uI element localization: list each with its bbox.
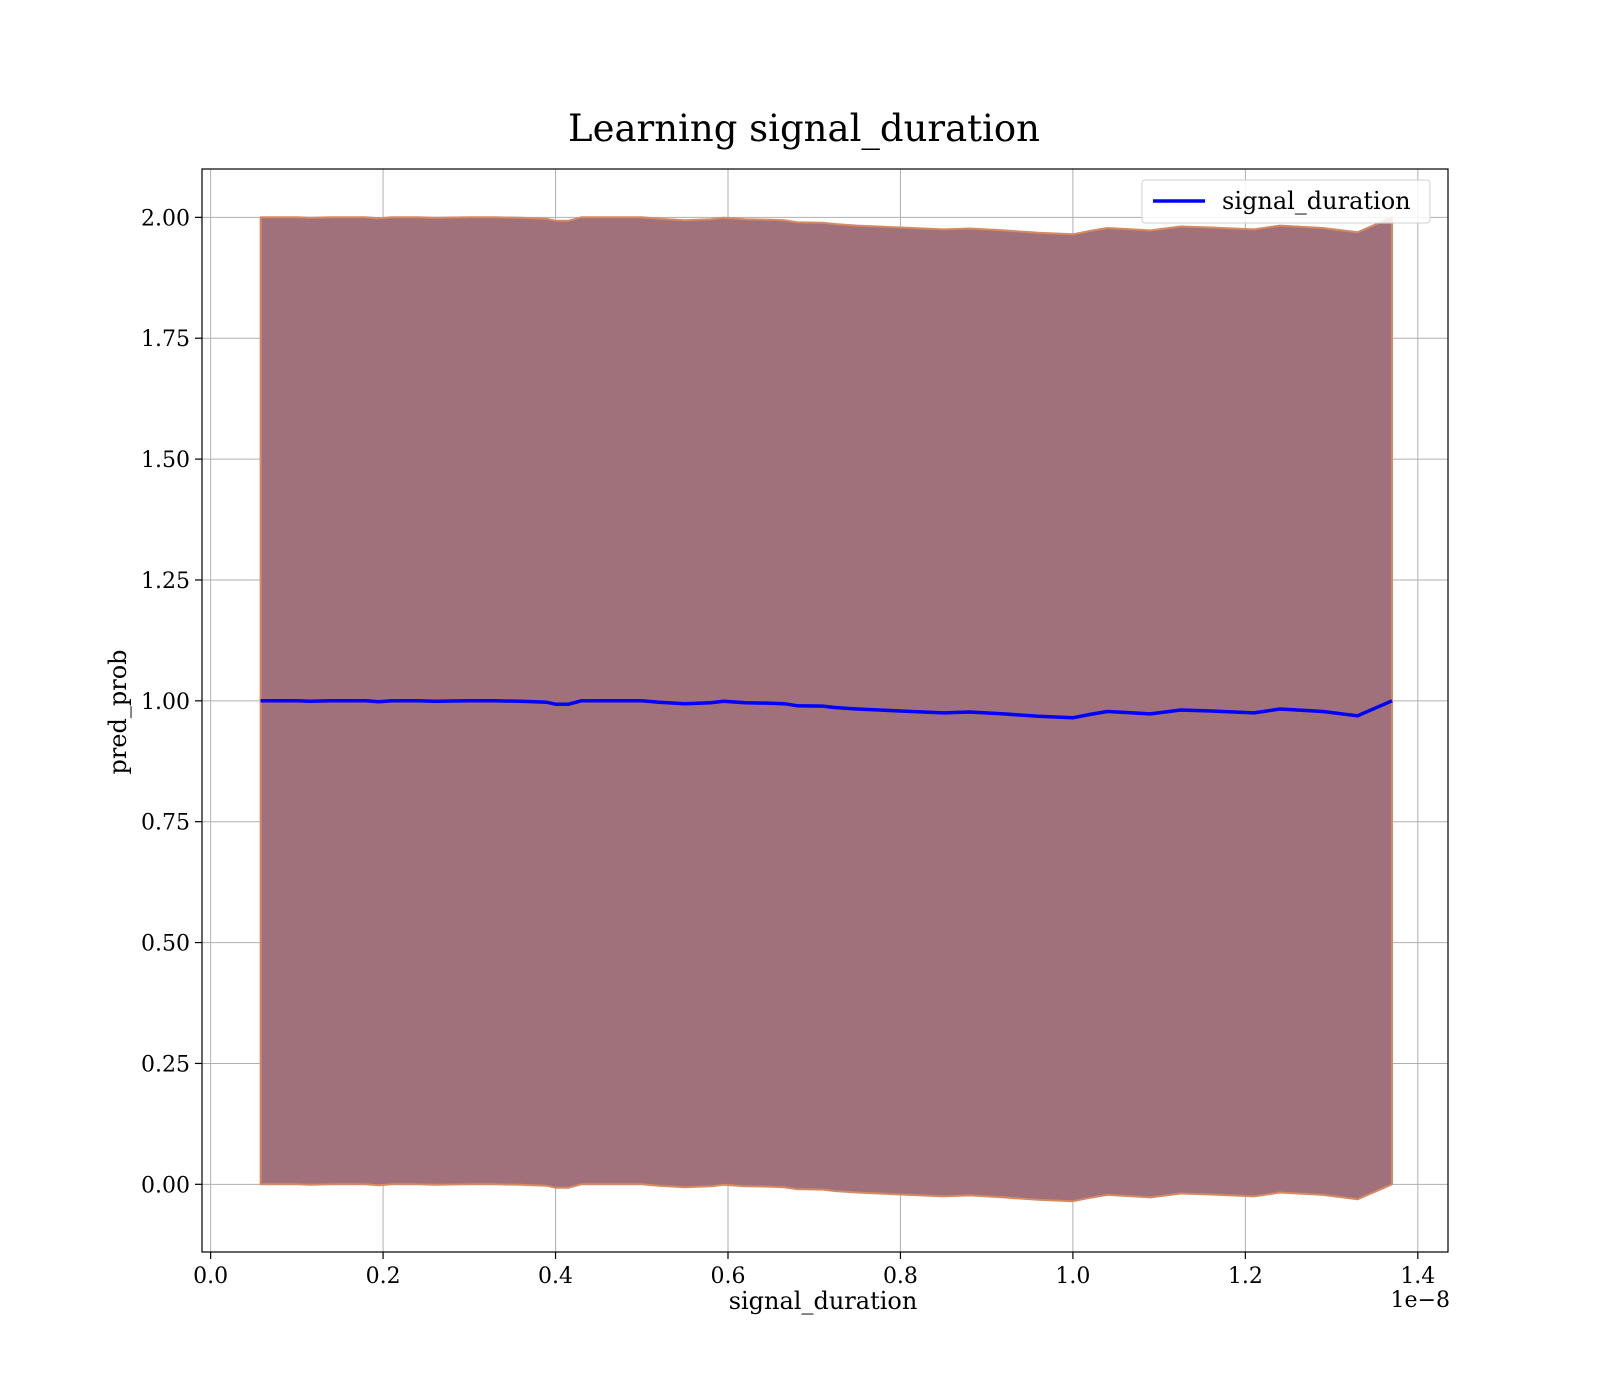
x-tick-label: 0.4 [538, 1264, 573, 1289]
y-axis-ticks: 0.00 0.25 0.50 0.75 1.00 1.25 1.50 1.75 2.00 [141, 206, 202, 1198]
x-tick-label: 0.6 [710, 1264, 745, 1289]
x-axis-ticks: 0.0 0.2 0.4 0.6 0.8 1.0 1.2 1.4 [193, 1252, 1435, 1289]
y-tick-label: 0.50 [141, 932, 190, 957]
legend-label: signal_duration [1222, 187, 1411, 215]
legend: signal_duration [1141, 179, 1431, 224]
y-tick-label: 1.25 [141, 569, 190, 594]
uncertainty-band [259, 216, 1393, 1203]
x-axis-offset-label: 1e−8 [1391, 1288, 1450, 1313]
plot-frame [201, 168, 1449, 1253]
x-tick-label: 1.0 [1055, 1264, 1090, 1289]
y-tick-label: 1.50 [141, 448, 190, 473]
y-tick-label: 0.75 [141, 811, 190, 836]
x-tick-label: 0.0 [193, 1264, 228, 1289]
legend-box [1141, 179, 1431, 224]
chart-title: Learning signal_duration [568, 107, 1040, 151]
y-tick-label: 1.00 [141, 690, 190, 715]
x-tick-label: 0.8 [883, 1264, 918, 1289]
x-tick-label: 0.2 [366, 1264, 401, 1289]
y-tick-label: 0.00 [141, 1173, 190, 1198]
x-axis-label: signal_duration [729, 1287, 918, 1315]
series-lines [260, 699, 1393, 720]
y-axis-label: pred_prob [104, 649, 132, 774]
y-tick-label: 2.00 [141, 206, 190, 231]
x-tick-label: 1.2 [1228, 1264, 1263, 1289]
confidence-band [259, 216, 1393, 1203]
y-tick-label: 0.25 [141, 1052, 190, 1077]
x-tick-label: 1.4 [1400, 1264, 1435, 1289]
y-tick-label: 1.75 [141, 327, 190, 352]
series-line [260, 699, 1393, 720]
